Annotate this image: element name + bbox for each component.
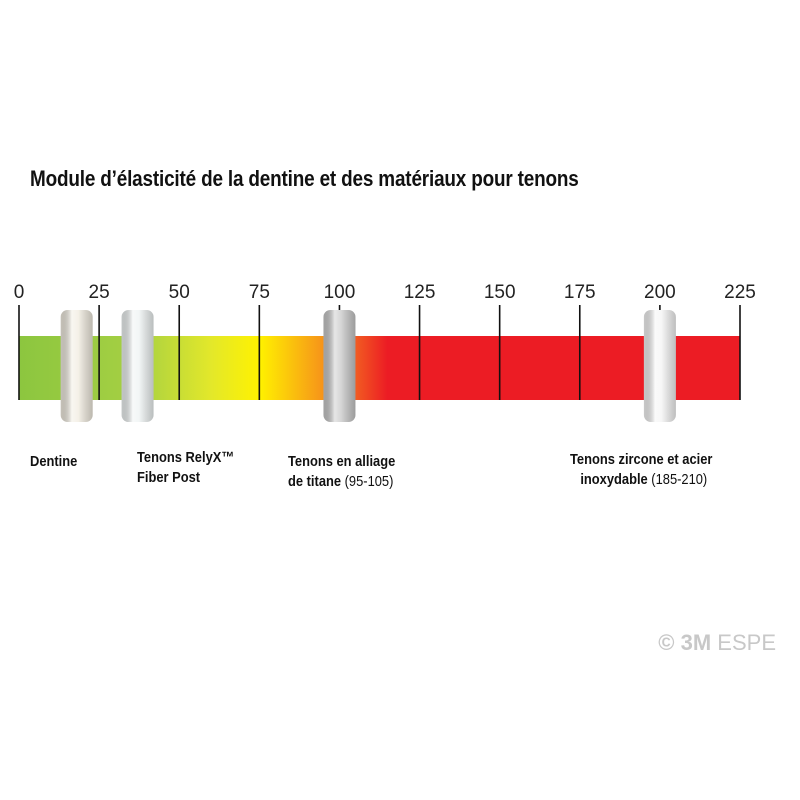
chart-title: Module d’élasticité de la dentine et des… xyxy=(30,166,579,191)
post-dentine xyxy=(60,310,93,422)
copyright-3m-espe: © 3M ESPE xyxy=(658,630,776,655)
tick-label-100: 100 xyxy=(324,282,356,303)
tick-label-200: 200 xyxy=(644,282,676,303)
tick-label-150: 150 xyxy=(484,282,516,303)
tick-label-50: 50 xyxy=(169,282,190,303)
material-label-titanium-alloy: Tenons en alliage de titane (95-105) xyxy=(288,453,396,490)
tick-label-125: 125 xyxy=(404,282,436,303)
post-zirconia-steel xyxy=(643,310,676,422)
tick-label-25: 25 xyxy=(89,282,110,303)
post-titanium-alloy xyxy=(323,310,356,422)
material-label-zirconia-steel: Tenons zircone et acier inoxydable (185-… xyxy=(570,451,713,488)
material-label-relyx-fiber-post: Tenons RelyX™ Fiber Post xyxy=(137,449,235,486)
tick-label-175: 175 xyxy=(564,282,596,303)
tick-label-225: 225 xyxy=(724,282,756,303)
tick-label-75: 75 xyxy=(249,282,270,303)
tick-label-0: 0 xyxy=(14,282,25,303)
material-label-dentine: Dentine xyxy=(30,453,78,470)
post-relyx-fiber-post xyxy=(121,310,154,422)
